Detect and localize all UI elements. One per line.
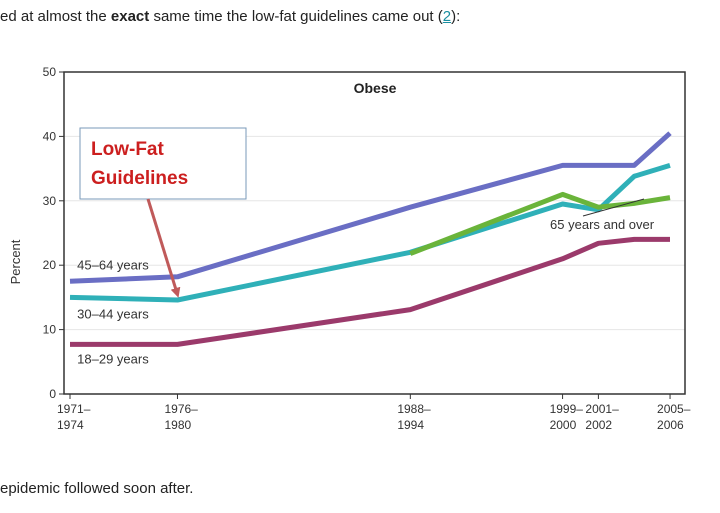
y-tick-label: 40 [43, 129, 57, 143]
obesity-chart: 0 10 20 30 40 50 1971– 1974 1976– 1980 1988– 1994 19… [0, 62, 720, 452]
plot-frame [63, 71, 686, 395]
series-label: 45–64 years [77, 258, 149, 273]
x-tick-label-line1: 1976– [164, 402, 198, 416]
article-text-bold: exact [110, 8, 150, 25]
series-line-age_18_29 [70, 236, 670, 347]
annotation-line1: Low-Fat [91, 139, 164, 160]
article-text-bottom: epidemic followed soon after. [0, 480, 194, 497]
article-text-top: ed at almost the exact same time the low… [0, 8, 460, 25]
x-tick-label-line2: 2002 [585, 418, 612, 432]
x-tick-label-line2: 2006 [657, 418, 684, 432]
series-label: 65 years and over [550, 217, 655, 232]
y-tick-label: 20 [43, 258, 57, 272]
x-tick-label-line2: 1974 [57, 418, 84, 432]
obesity-chart-svg: 0 10 20 30 40 50 1971– 1974 1976– 1980 1988– 1994 19… [8, 65, 691, 432]
x-tick-label-line2: 1980 [164, 418, 191, 432]
y-tick-label: 30 [43, 194, 57, 208]
x-tick-label-line2: 1994 [397, 418, 424, 432]
series-label: 18–29 years [77, 352, 149, 367]
y-tick-label: 0 [49, 387, 56, 401]
y-tick-label: 50 [43, 65, 57, 79]
x-tick-label-line1: 2005– [657, 402, 691, 416]
annotation-arrow [146, 198, 181, 298]
citation-link[interactable]: 2 [442, 8, 452, 25]
x-tick-label-line1: 1971– [57, 402, 91, 416]
annotation-box [79, 127, 247, 200]
series-line-age_30_44 [69, 163, 671, 303]
article-text-pre: ed at almost the [0, 8, 111, 25]
article-text-post: ): [451, 8, 461, 25]
x-tick-label-line1: 1988– [397, 402, 431, 416]
label-pointer-65-over [582, 198, 645, 217]
y-tick-label: 10 [43, 323, 57, 337]
series-line-age_45_64 [69, 131, 672, 284]
x-tick-label-line2: 2000 [550, 418, 577, 432]
x-tick-label-line1: 2001– [585, 402, 619, 416]
series-line-age_65_over [409, 191, 671, 256]
annotation-line2: Guidelines [91, 168, 188, 189]
series-label: 30–44 years [77, 307, 149, 322]
article-text-mid: same time the low-fat guidelines came ou… [149, 8, 443, 25]
x-tick-label-line1: 1999– [550, 402, 584, 416]
chart-title: Obese [354, 80, 397, 96]
y-axis-label: Percent [8, 239, 23, 284]
